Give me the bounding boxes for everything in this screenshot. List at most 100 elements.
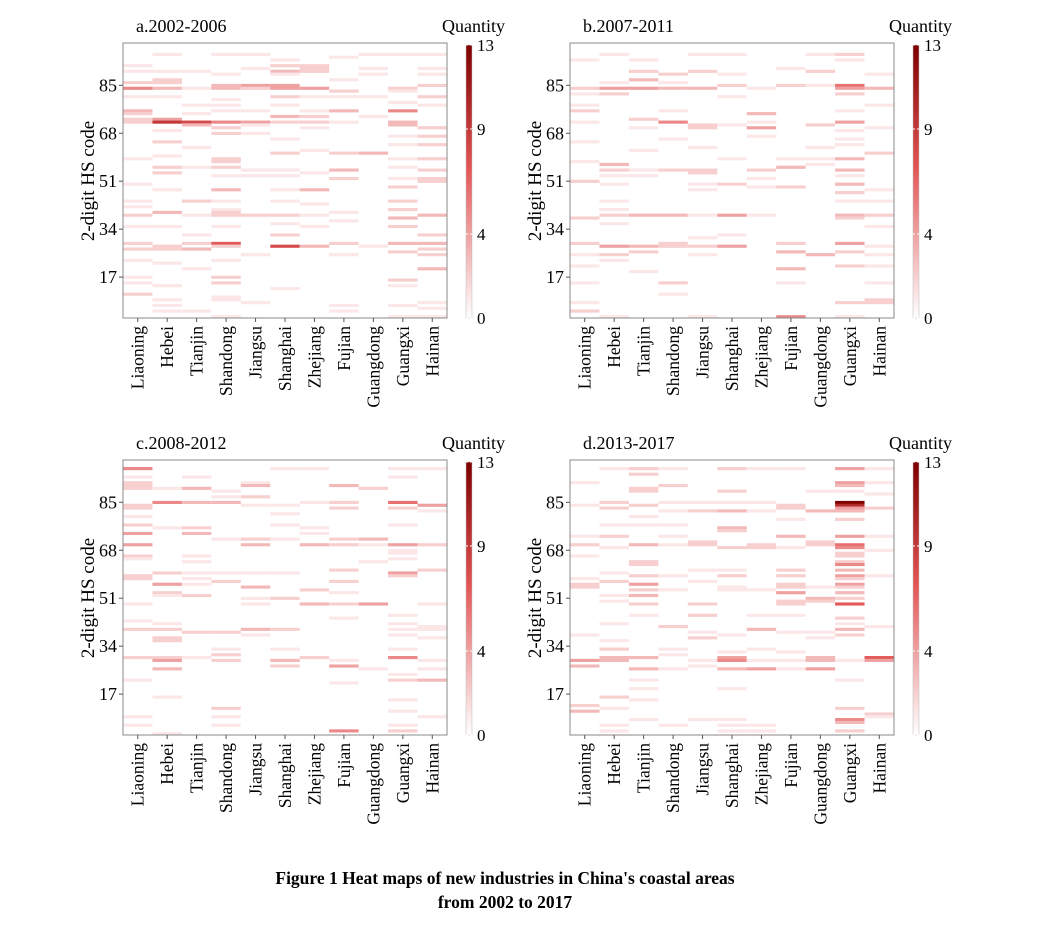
heatmap-cell xyxy=(805,69,836,73)
heatmap-cell xyxy=(717,687,747,691)
heatmap-cell xyxy=(388,109,418,113)
heatmap-cell xyxy=(570,585,600,589)
heatmap-cell xyxy=(388,278,418,282)
heatmap-cell xyxy=(599,729,629,733)
heatmap-cell xyxy=(835,483,865,488)
heatmap-cell xyxy=(417,253,447,257)
x-tick-label-jiangsu: Jiangsu xyxy=(693,743,713,796)
heatmap-cell xyxy=(358,52,389,56)
heatmap-cell xyxy=(388,709,418,713)
heatmap-cell xyxy=(599,92,629,96)
x-tick-label-guangxi: Guangxi xyxy=(393,326,413,386)
heatmap-cell xyxy=(270,83,300,88)
heatmap-cell xyxy=(628,250,659,254)
heatmap-cell xyxy=(240,627,271,631)
heatmap-cell xyxy=(152,284,182,288)
heatmap-cell xyxy=(211,500,241,505)
heatmap-cell xyxy=(658,292,688,296)
heatmap-cell xyxy=(570,582,600,586)
heatmap-cell xyxy=(687,182,718,186)
heatmap-cell xyxy=(776,185,806,189)
heatmap-cell xyxy=(776,517,806,521)
heatmap-cell xyxy=(835,658,865,662)
heatmap-cell xyxy=(805,667,836,671)
heatmap-cell xyxy=(687,253,718,257)
heatmap-cell xyxy=(687,52,718,56)
heatmap-cell xyxy=(687,315,718,319)
heatmap-cell xyxy=(152,667,182,671)
heatmap-cell xyxy=(776,599,806,603)
heatmap-cell xyxy=(417,213,447,217)
x-tick-label-zhejiang: Zhejiang xyxy=(751,326,771,388)
colorbar-tick-label: 0 xyxy=(924,309,933,328)
heatmap-cell xyxy=(805,585,836,589)
x-tick-label-zhejiang: Zhejiang xyxy=(304,743,324,805)
heatmap-cell xyxy=(599,723,629,727)
heatmap-cell xyxy=(417,503,447,507)
heatmap-cell xyxy=(805,540,836,544)
heatmap-cell xyxy=(746,546,777,550)
heatmap-cell xyxy=(329,579,359,583)
heatmap-cell xyxy=(658,588,688,592)
heatmap-cell xyxy=(270,571,300,575)
colorbar-tick-label: 9 xyxy=(477,120,486,139)
heatmap-cell xyxy=(628,503,659,507)
heatmap-cell xyxy=(299,114,330,119)
heatmap-cell xyxy=(270,86,300,90)
heatmap-cell xyxy=(329,253,359,257)
heatmap-cell xyxy=(776,630,806,634)
heatmap-cell xyxy=(358,72,389,76)
heatmap-cell xyxy=(123,557,153,561)
heatmap-cell xyxy=(776,602,806,606)
heatmap-cell xyxy=(599,500,629,505)
heatmap-cell xyxy=(687,602,718,606)
heatmap-cell xyxy=(835,718,865,722)
heatmap-cell xyxy=(211,52,241,56)
heatmap-cell xyxy=(776,591,806,595)
heatmap-cell xyxy=(628,523,659,527)
heatmap-cells xyxy=(570,467,894,733)
heatmap-cell xyxy=(152,627,182,631)
heatmap-cell xyxy=(628,574,659,578)
heatmap-cell xyxy=(776,658,806,662)
heatmap-cell xyxy=(658,281,688,285)
heatmap-cell xyxy=(835,129,865,133)
x-tick-label-hainan: Hainan xyxy=(422,743,442,794)
heatmap-cell xyxy=(299,656,330,660)
heatmap-cell xyxy=(152,244,182,248)
heatmap-cell xyxy=(805,162,836,166)
x-tick-label-tianjin: Tianjin xyxy=(187,326,207,376)
heatmap-cell xyxy=(270,244,300,248)
heatmap-cell xyxy=(329,109,359,113)
heatmap-cell xyxy=(835,58,865,62)
heatmap-cell xyxy=(417,103,447,107)
heatmap-cell xyxy=(835,546,865,550)
heatmap-cell xyxy=(776,650,806,654)
heatmap-cell xyxy=(417,602,447,606)
heatmap-cell xyxy=(835,577,865,581)
heatmap-cell xyxy=(329,151,359,155)
heatmap-cell xyxy=(628,486,659,490)
heatmap-cell xyxy=(599,174,629,178)
heatmap-cell xyxy=(240,543,271,547)
heatmap-cell xyxy=(658,543,688,547)
heatmap-cell xyxy=(628,78,659,82)
heatmap-cell xyxy=(628,472,659,476)
heatmap-cell xyxy=(240,633,271,637)
heatmap-cell xyxy=(152,658,182,662)
heatmap-cell xyxy=(835,157,865,161)
heatmap-cell xyxy=(211,647,241,651)
heatmap-cell xyxy=(152,591,182,595)
heatmap-cell xyxy=(864,712,894,716)
x-tick-label-tianjin: Tianjin xyxy=(634,743,654,793)
heatmap-cell xyxy=(123,574,153,578)
heatmap-cell xyxy=(835,591,865,595)
heatmap-cell xyxy=(658,81,688,85)
heatmap-cell xyxy=(388,224,418,229)
heatmap-cell xyxy=(658,120,688,124)
heatmap-cell xyxy=(299,86,330,90)
heatmap-cell xyxy=(240,483,271,488)
heatmap-cell xyxy=(329,303,359,308)
heatmap-cell xyxy=(152,247,182,251)
heatmap-cell xyxy=(270,114,300,119)
